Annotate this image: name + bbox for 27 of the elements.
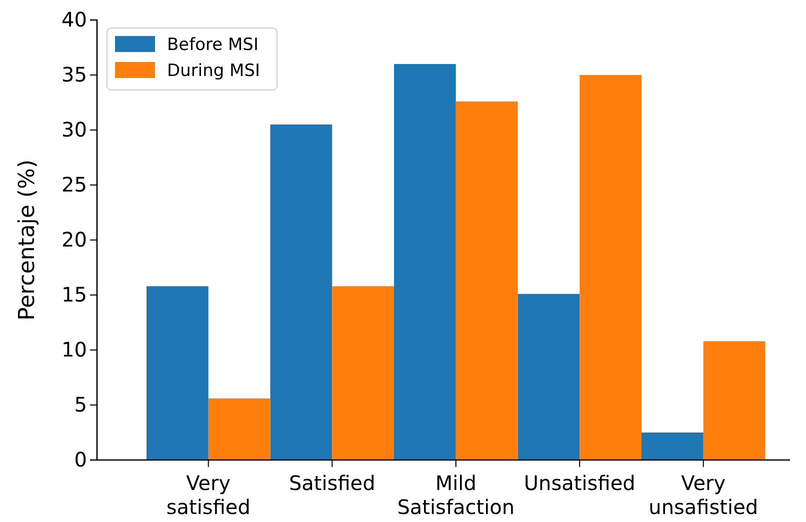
y-tick-label: 40 [62, 7, 87, 32]
legend-label: During MSI [167, 61, 260, 81]
x-tick-label: Very unsafistied [648, 471, 758, 519]
bar [394, 64, 456, 460]
x-tick-label: Very satisfied [166, 471, 250, 519]
bar [208, 398, 270, 460]
y-tick-label: 15 [62, 282, 87, 306]
x-tick-label: Satisfied [288, 471, 376, 495]
y-tick-label: 10 [62, 337, 87, 362]
y-tick-label: 25 [62, 172, 87, 196]
bar [456, 101, 518, 460]
bar [146, 286, 208, 460]
y-tick-label: 35 [62, 62, 87, 86]
y-tick-label: 5 [74, 392, 87, 416]
y-tick-label: 0 [74, 447, 87, 472]
bar [332, 286, 394, 460]
bar [703, 341, 766, 460]
bar [580, 75, 642, 460]
legend-label: Before MSI [167, 35, 258, 55]
y-tick-label: 20 [62, 227, 87, 252]
y-axis-title: Percentaje (%) [15, 160, 40, 320]
bar [518, 294, 580, 460]
bar [270, 124, 332, 460]
x-tick-label: Unsatisfied [524, 471, 636, 495]
bar [642, 432, 704, 460]
x-tick-label: Mild Satisfaction [397, 471, 515, 519]
y-tick-label: 30 [62, 117, 87, 142]
